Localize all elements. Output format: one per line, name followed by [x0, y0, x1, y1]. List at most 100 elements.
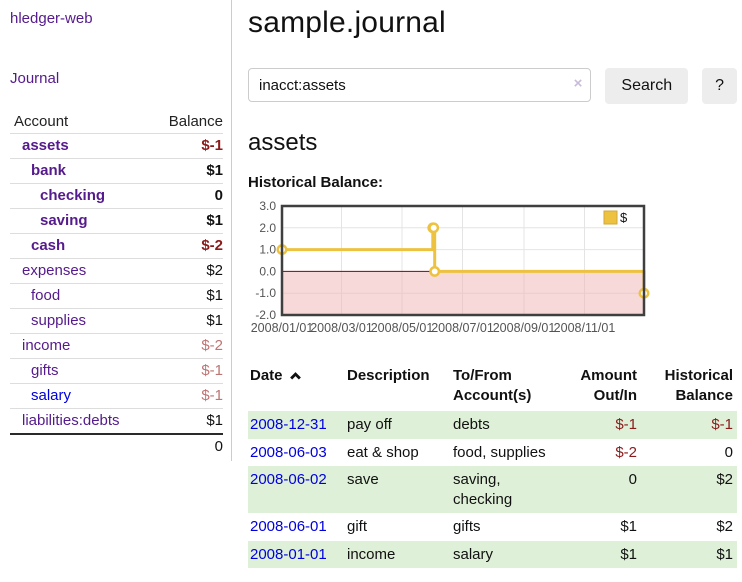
page-title: sample.journal	[248, 6, 446, 39]
account-balance: $1	[149, 158, 223, 184]
account-balance: $1	[149, 208, 223, 234]
column-header-description: Description	[347, 367, 430, 384]
account-cell: supplies	[10, 308, 150, 334]
account-row: bank $1	[10, 158, 223, 184]
accounts-header-row: Account Balance	[10, 110, 223, 134]
transactions-table: Date Description To/From Account(s) Amou…	[248, 362, 737, 568]
transaction-date-link[interactable]: 2008-06-03	[250, 443, 327, 461]
account-row: checking 0	[10, 183, 223, 209]
transaction-balance: $-1	[711, 416, 733, 433]
account-row: assets $-1	[10, 133, 223, 159]
transaction-row: 2008-12-31 pay off debts $-1 $-1	[248, 411, 737, 439]
account-cell: saving	[10, 208, 150, 234]
account-row: expenses $2	[10, 258, 223, 284]
account-link[interactable]: gifts	[31, 362, 59, 379]
account-link[interactable]: assets	[22, 137, 69, 154]
clear-search-icon[interactable]: ×	[573, 75, 583, 92]
account-cell: bank	[10, 158, 150, 184]
account-link[interactable]: supplies	[31, 312, 87, 329]
column-header-date[interactable]: Date	[248, 362, 345, 411]
account-row: food $1	[10, 283, 223, 309]
transaction-amount: $-2	[615, 443, 637, 461]
account-row: cash $-2	[10, 233, 223, 259]
account-balance: $2	[149, 258, 223, 284]
account-heading: assets	[248, 129, 318, 156]
account-cell: income	[10, 333, 150, 359]
transaction-date-cell: 2008-06-02	[248, 466, 345, 513]
account-cell: salary	[10, 383, 150, 409]
transaction-row: 2008-06-01 gift gifts $1 $2	[248, 513, 737, 541]
account-link[interactable]: cash	[31, 237, 66, 254]
account-link[interactable]: food	[31, 287, 61, 304]
account-row: gifts $-1	[10, 358, 223, 384]
account-balance: $1	[149, 308, 223, 334]
search-button[interactable]: Search	[605, 68, 689, 104]
account-link[interactable]: salary	[31, 387, 72, 404]
transaction-description: pay off	[347, 416, 392, 433]
transaction-description: save	[347, 471, 379, 488]
account-link[interactable]: checking	[40, 187, 106, 204]
transaction-date-cell: 2008-01-01	[248, 541, 345, 569]
negative-region	[282, 271, 644, 315]
transaction-date-link[interactable]: 2008-06-02	[250, 471, 327, 488]
account-balance: $1	[149, 408, 223, 434]
y-axis-tick-label: 0.0	[259, 264, 276, 278]
account-row: saving $1	[10, 208, 223, 234]
transactions-tbody: 2008-12-31 pay off debts $-1 $-1 2008-06-03 ea…	[248, 411, 737, 568]
account-row: liabilities:debts $1	[10, 408, 223, 434]
transaction-row: 2008-06-03 eat & shop food, supplies $-2 0	[248, 439, 737, 467]
accounts-total-value: 0	[149, 433, 223, 459]
x-axis-tick-label: 2008/01/01	[251, 321, 314, 335]
search-input[interactable]	[248, 68, 592, 102]
chart-label: Historical Balance:	[248, 174, 384, 191]
data-point[interactable]	[429, 265, 441, 277]
transaction-balance: 0	[724, 443, 733, 461]
transaction-description: eat & shop	[347, 443, 419, 461]
data-point[interactable]	[428, 222, 440, 234]
account-balance: $-1	[149, 358, 223, 384]
x-axis-tick-label: 2008/05/01	[371, 321, 434, 335]
transaction-accounts: gifts	[453, 518, 481, 535]
column-header-date-label: Date	[250, 367, 283, 384]
app-title-link[interactable]: hledger-web	[10, 10, 93, 27]
account-link[interactable]: liabilities:debts	[22, 412, 120, 429]
x-axis-tick-label: 2008/11/01	[554, 321, 616, 335]
account-balance: $-1	[149, 383, 223, 409]
account-cell: assets	[10, 133, 150, 159]
transaction-balance: $1	[716, 545, 733, 563]
account-link[interactable]: bank	[31, 162, 67, 179]
account-link[interactable]: expenses	[22, 262, 87, 279]
transaction-balance: $2	[716, 518, 733, 535]
account-balance: $-1	[149, 133, 223, 159]
transaction-date-link[interactable]: 2008-12-31	[250, 416, 327, 433]
sidebar-item-journal[interactable]: Journal	[10, 70, 60, 87]
accounts-total-spacer	[10, 433, 150, 459]
search-form: × Search ?	[248, 68, 737, 104]
historical-balance-chart[interactable]: $ -2.0 -1.0 0.0 1.0 2.0 3.0 2008/01/01 2008/03/0…	[248, 198, 737, 348]
column-header-balance: Historical Balance	[664, 367, 733, 404]
y-axis-tick-label: 2.0	[259, 221, 276, 235]
transaction-balance: $2	[716, 471, 733, 488]
accounts-header-account: Account	[14, 113, 69, 130]
help-button[interactable]: ?	[702, 68, 737, 104]
sort-ascending-icon	[289, 372, 301, 380]
transaction-date-link[interactable]: 2008-06-01	[250, 518, 327, 535]
transaction-date-link[interactable]: 2008-01-01	[250, 545, 327, 563]
transaction-row: 2008-01-01 income salary $1 $1	[248, 540, 737, 569]
account-row: salary $-1	[10, 383, 223, 409]
column-header-amount: Amount Out/In	[580, 367, 637, 404]
balance-chart-svg[interactable]: $ -2.0 -1.0 0.0 1.0 2.0 3.0 2008/01/012008/03/0…	[248, 198, 652, 343]
column-header-accounts: To/From Account(s)	[453, 367, 532, 404]
account-link[interactable]: income	[22, 337, 71, 354]
account-cell: gifts	[10, 358, 150, 384]
account-balance: $-2	[149, 333, 223, 359]
accounts-tbody: assets $-1 bank $1 checking 0 saving $1 cash $-2 e…	[10, 133, 223, 434]
transaction-amount: $1	[620, 545, 637, 563]
y-axis-tick-label: -1.0	[255, 286, 276, 300]
account-link[interactable]: saving	[40, 212, 88, 229]
search-input-wrap: ×	[248, 68, 592, 102]
transaction-accounts: food, supplies	[453, 443, 546, 461]
x-axis-tick-label: 2008/09/01	[493, 321, 556, 335]
transaction-date-cell: 2008-06-01	[248, 513, 345, 541]
